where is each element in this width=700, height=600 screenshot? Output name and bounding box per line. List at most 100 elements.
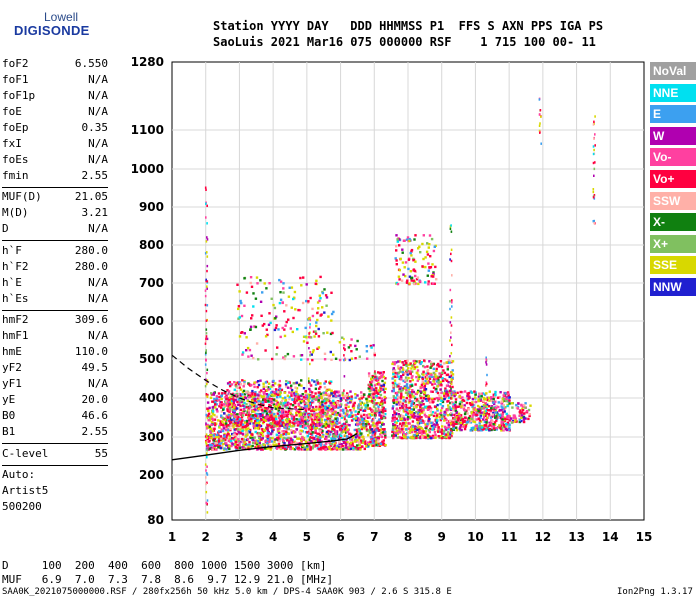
echo-point: [234, 394, 237, 397]
echo-point: [409, 413, 413, 416]
echo-point: [307, 300, 310, 303]
echo-point: [238, 393, 242, 396]
echo-point: [284, 423, 288, 427]
echo-point: [334, 417, 337, 421]
x-tick-label: 3: [235, 530, 243, 544]
echo-point: [278, 438, 282, 441]
echo-point: [234, 438, 238, 441]
echo-point: [220, 415, 223, 419]
echo-point: [445, 384, 449, 387]
echo-point: [405, 281, 409, 284]
echo-point: [271, 437, 274, 440]
echo-point: [269, 448, 272, 451]
echo-point: [289, 403, 293, 406]
echo-point: [592, 161, 595, 165]
echo-point: [324, 393, 327, 396]
echo-point: [275, 390, 278, 393]
echo-point: [328, 415, 331, 418]
echo-point: [408, 416, 412, 419]
echo-point: [467, 416, 471, 420]
echo-point: [332, 353, 335, 356]
echo-point: [449, 288, 452, 292]
echo-point: [232, 398, 235, 401]
echo-point: [407, 363, 410, 367]
echo-point: [246, 346, 250, 350]
echo-point: [336, 444, 339, 447]
echo-point: [340, 416, 344, 419]
echo-point: [417, 409, 420, 412]
param-value: N/A: [88, 222, 108, 235]
echo-point: [234, 408, 237, 411]
echo-point: [478, 428, 481, 431]
echo-point: [306, 423, 310, 426]
echo-point: [412, 360, 415, 363]
echo-point: [270, 407, 273, 410]
echo-point: [593, 167, 596, 171]
echo-point: [450, 402, 453, 405]
echo-point: [330, 319, 333, 322]
echo-point: [264, 349, 267, 352]
echo-point: [325, 430, 329, 434]
echo-point: [500, 424, 503, 427]
echo-point: [408, 275, 412, 278]
echo-point: [297, 395, 300, 398]
echo-point: [262, 382, 265, 385]
echo-point: [520, 411, 523, 414]
echo-point: [290, 425, 293, 428]
echo-point: [501, 411, 505, 414]
echo-point: [404, 378, 407, 382]
echo-point: [373, 352, 376, 355]
echo-point: [290, 438, 293, 441]
echo-point: [406, 359, 409, 362]
echo-point: [269, 391, 273, 394]
echo-point: [452, 424, 455, 427]
echo-point: [206, 407, 210, 411]
param-value: 309.6: [74, 313, 108, 326]
echo-point: [361, 435, 365, 438]
echo-point: [413, 433, 416, 437]
echo-point: [271, 428, 274, 431]
echo-point: [411, 420, 415, 423]
echo-point: [391, 389, 394, 393]
echo-point: [206, 401, 210, 404]
echo-point: [495, 413, 498, 416]
echo-point: [209, 417, 212, 421]
echo-point: [432, 428, 436, 431]
echo-point: [298, 383, 301, 387]
legend-item-sse: SSE: [650, 256, 696, 275]
echo-point: [481, 405, 484, 409]
echo-point: [424, 423, 427, 426]
echo-point: [205, 351, 207, 354]
echo-point: [288, 423, 291, 426]
echo-point: [447, 404, 450, 407]
echo-point: [394, 424, 397, 427]
echo-point: [415, 435, 418, 438]
echo-point: [323, 448, 327, 451]
echo-point: [439, 418, 442, 422]
echo-point: [259, 414, 262, 418]
echo-point: [402, 410, 406, 413]
echo-point: [375, 383, 378, 386]
echo-point: [498, 408, 502, 412]
echo-point: [231, 442, 234, 446]
echo-point: [339, 445, 342, 449]
echo-point: [460, 428, 463, 432]
echo-point: [464, 424, 468, 427]
echo-point: [422, 421, 425, 424]
echo-point: [462, 406, 465, 409]
echo-point: [409, 380, 412, 383]
echo-point: [292, 355, 296, 358]
echo-point: [306, 404, 309, 408]
echo-point: [322, 446, 325, 450]
echo-point: [402, 425, 405, 428]
echo-point: [443, 397, 446, 401]
echo-point: [298, 418, 301, 421]
echo-point: [289, 327, 292, 330]
echo-point: [367, 429, 371, 432]
echo-point: [288, 397, 291, 401]
echo-point: [428, 375, 431, 378]
echo-point: [433, 282, 436, 285]
echo-point: [391, 430, 394, 434]
echo-point: [304, 405, 307, 408]
echo-point: [395, 431, 398, 434]
